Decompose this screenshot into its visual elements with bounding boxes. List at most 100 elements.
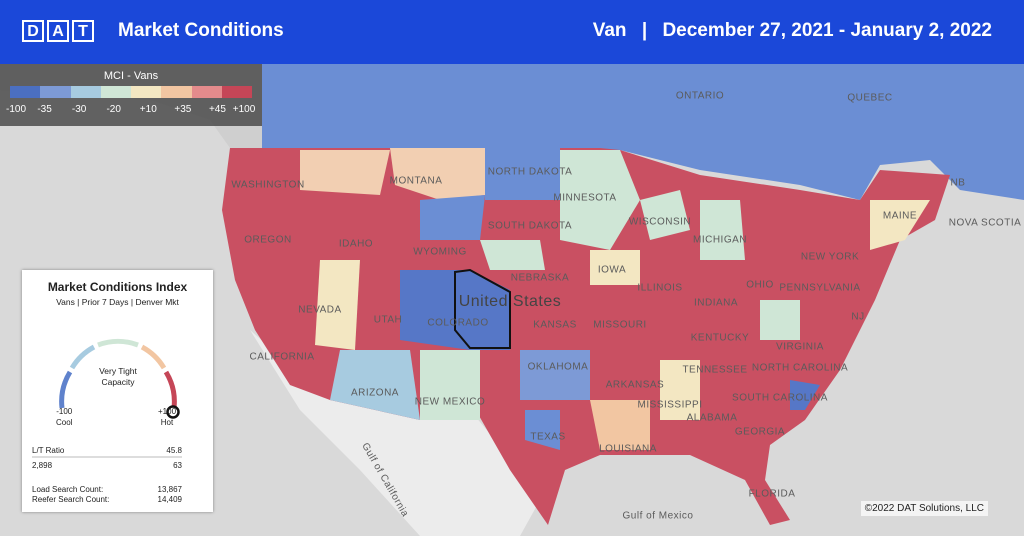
loads: 2,898	[32, 461, 53, 470]
map-label: SOUTH DAKOTA	[488, 221, 572, 232]
region-wyoming	[420, 195, 485, 240]
map-label: ILLINOIS	[637, 283, 682, 294]
load-search-value: 13,867	[157, 485, 182, 494]
map-label: WYOMING	[413, 247, 467, 258]
legend-swatch	[131, 86, 162, 98]
legend-labels: -100 -35 -30 -20 +10 +35 +45 +100	[0, 104, 262, 118]
legend-swatch	[161, 86, 192, 98]
gauge	[59, 338, 180, 419]
date-range: December 27, 2021 - January 2, 2022	[662, 20, 992, 41]
logo-letter: T	[72, 20, 94, 42]
region-arizona	[330, 350, 420, 420]
map-label: TEXAS	[530, 432, 565, 443]
map-label: ONTARIO	[676, 91, 724, 102]
map-label: MINNESOTA	[553, 193, 616, 204]
region-minnesota	[560, 150, 640, 250]
region-iowa	[590, 250, 640, 285]
gauge-max-caption: Hot	[160, 418, 174, 427]
canada	[262, 64, 1024, 200]
map-label: FLORIDA	[749, 489, 796, 500]
region-nebraska	[480, 240, 545, 270]
map-label: NEW YORK	[801, 252, 859, 263]
region-north-dakota	[485, 148, 560, 200]
map-label: PENNSYLVANIA	[779, 283, 860, 294]
gauge-arc	[163, 370, 177, 409]
trucks: 63	[173, 461, 182, 470]
map-label: NORTH CAROLINA	[752, 363, 848, 374]
reefer-search-value: 14,409	[157, 495, 182, 504]
logo-letter: A	[47, 20, 69, 42]
map-label: NEVADA	[298, 305, 341, 316]
legend-bar	[10, 86, 252, 98]
lt-value: 45.8	[166, 446, 182, 455]
map-label: GEORGIA	[735, 427, 785, 438]
map-label: United States	[459, 293, 562, 310]
legend-label: +100	[232, 104, 256, 115]
header-title: Market Conditions	[118, 20, 284, 41]
region-michigan	[700, 200, 745, 260]
region-oklahoma	[520, 350, 590, 400]
lt-row: L/T Ratio 45.8	[32, 446, 182, 458]
region-louisiana	[590, 400, 650, 450]
panel-subtitle: Vans | Prior 7 Days | Denver Mkt	[56, 297, 179, 307]
region-new-mexico	[420, 350, 480, 420]
map-label: WISCONSIN	[629, 217, 691, 228]
region-washington	[230, 150, 300, 190]
equipment: Van	[592, 20, 627, 41]
panel-title: Market Conditions Index	[47, 280, 188, 294]
lt-counts: 2,898 63	[32, 461, 182, 470]
gauge-arc	[59, 370, 73, 409]
gauge-arc	[97, 338, 139, 348]
gauge-min-caption: Cool	[56, 418, 73, 427]
legend-label: -100	[5, 104, 26, 115]
legend: MCI - Vans -100 -35 -30 -20 +10 +35 +45 +100	[0, 64, 262, 126]
lt-label: L/T Ratio	[32, 446, 65, 455]
legend-label: +10	[139, 104, 157, 115]
region-montana	[390, 148, 485, 200]
map-label: MISSOURI	[593, 320, 646, 331]
gauge-arc	[140, 344, 167, 370]
map-label: SOUTH CAROLINA	[732, 393, 828, 404]
map-label: NEW MEXICO	[415, 397, 486, 408]
map-label: WASHINGTON	[231, 180, 304, 191]
legend-label: -35	[37, 104, 52, 115]
legend-swatch	[70, 86, 101, 98]
gauge-max-value: +100	[158, 407, 177, 416]
legend-label: +35	[174, 104, 192, 115]
search-counts: Load Search Count: 13,867 Reefer Search C…	[32, 485, 182, 505]
map-label: ARIZONA	[351, 388, 399, 399]
map-label: KENTUCKY	[691, 333, 749, 344]
legend-swatch	[40, 86, 71, 98]
map-label: KANSAS	[533, 320, 577, 331]
reefer-search-label: Reefer Search Count:	[32, 495, 110, 504]
map-label: MONTANA	[390, 176, 443, 187]
map-label: MICHIGAN	[693, 235, 747, 246]
map-label: CALIFORNIA	[249, 352, 314, 363]
map-label: OKLAHOMA	[528, 362, 589, 373]
map-label: COLORADO	[427, 318, 488, 329]
region-carolina-coast	[790, 380, 820, 410]
gauge-min-value: -100	[56, 407, 73, 416]
map-label: ALABAMA	[687, 413, 738, 424]
load-search-label: Load Search Count:	[32, 485, 104, 494]
map-label: MISSISSIPPI	[638, 400, 703, 411]
map-label: VIRGINIA	[776, 342, 824, 353]
map-label: OREGON	[244, 235, 291, 246]
legend-title: MCI - Vans	[103, 70, 159, 82]
region-mississippi	[660, 360, 700, 420]
legend-label: -30	[71, 104, 87, 115]
map-label: IOWA	[598, 265, 626, 276]
map-label: NEBRASKA	[511, 273, 569, 284]
copyright: ©2022 DAT Solutions, LLC	[860, 501, 988, 516]
separator: |	[641, 20, 648, 41]
reefer-search: Reefer Search Count: 14,409	[32, 495, 182, 505]
gauge-min: -100 Cool	[56, 406, 72, 428]
legend-label: +45	[208, 104, 226, 115]
denver-market	[454, 268, 511, 349]
region-nevada	[315, 260, 360, 350]
region-idaho-north	[300, 150, 390, 195]
mci-panel: Market Conditions Index Vans | Prior 7 D…	[22, 270, 213, 512]
region-wisconsin	[640, 190, 690, 240]
